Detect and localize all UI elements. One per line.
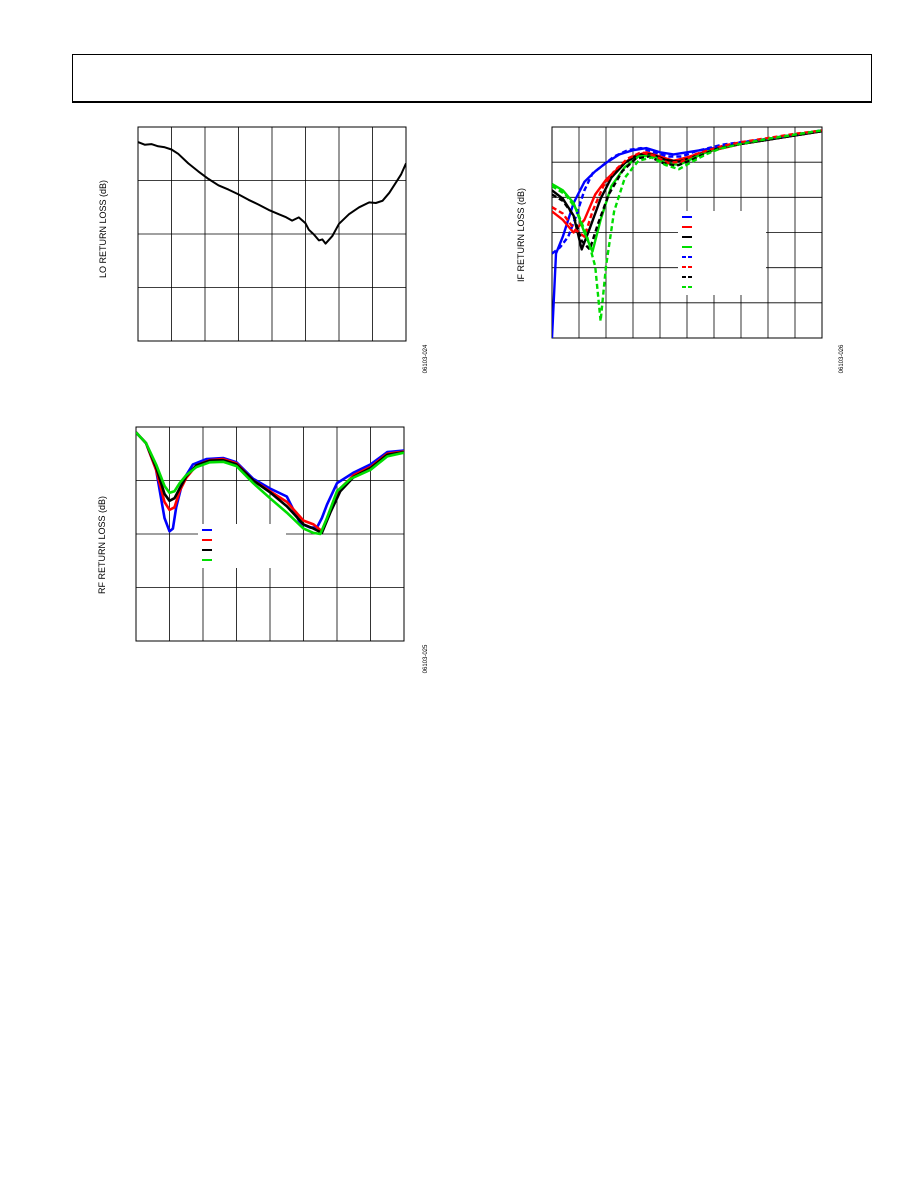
rf-return-loss-y-axis-label: RF RETURN LOSS (dB) (97, 496, 107, 595)
if-return-loss-y-axis-label: IF RETURN LOSS (dB) (516, 188, 526, 283)
rf-figure-id: 06103-025 (423, 644, 429, 674)
rf-legend-box (198, 524, 286, 568)
rf-series-line-4 (136, 431, 404, 536)
if-series-line-8 (552, 129, 822, 323)
lo-series-line-1 (138, 141, 406, 245)
if-return-loss-chart (551, 126, 823, 339)
page-header-box (72, 54, 872, 103)
lo-figure-id: 06103-024 (423, 344, 429, 374)
if-legend-box (678, 211, 766, 295)
rf-return-loss-chart (135, 426, 405, 642)
lo-return-loss-y-axis-label: LO RETURN LOSS (dB) (98, 179, 108, 279)
if-figure-id: 06103-026 (839, 344, 845, 374)
rf-series-line-3 (136, 431, 404, 535)
if-series-line-6 (552, 129, 822, 238)
lo-return-loss-chart (137, 126, 407, 342)
